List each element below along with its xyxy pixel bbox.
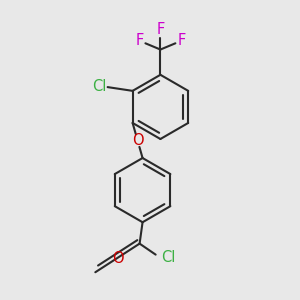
Text: F: F <box>156 22 164 38</box>
Text: Cl: Cl <box>92 80 107 94</box>
Text: F: F <box>177 32 186 47</box>
Text: O: O <box>112 250 124 266</box>
Text: O: O <box>132 133 143 148</box>
Text: F: F <box>135 32 143 47</box>
Text: Cl: Cl <box>162 250 176 265</box>
